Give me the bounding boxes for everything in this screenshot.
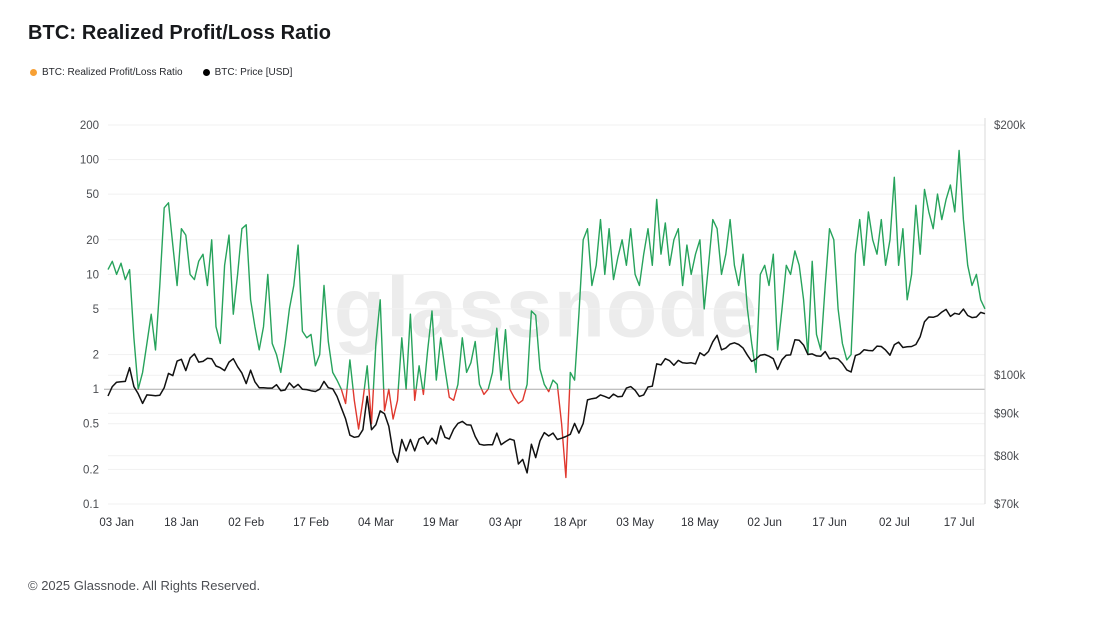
right-axis-tick-label: $90k [994,408,1019,420]
glassnode-watermark: glassnode [333,260,759,355]
left-axis-tick-label: 1 [93,384,99,396]
left-axis-tick-label: 0.1 [83,499,99,511]
x-axis-tick-label: 03 Apr [489,517,522,529]
left-axis-tick-label: 50 [86,189,99,201]
legend: BTC: Realized Profit/Loss Ratio BTC: Pri… [30,67,292,78]
left-axis-tick-label: 5 [93,304,99,316]
right-axis-tick-label: $100k [994,370,1026,382]
x-axis-tick-label: 03 May [616,517,654,529]
legend-item-ratio[interactable]: BTC: Realized Profit/Loss Ratio [30,67,183,78]
gridlines [108,124,985,505]
left-axis-tick-label: 10 [86,269,99,281]
page-title: BTC: Realized Profit/Loss Ratio [28,22,332,44]
ratio-line-profit [107,149,986,390]
x-axis-tick-label: 19 Mar [423,517,459,529]
price-legend-dot-icon [202,69,210,76]
left-axis-tick-label: 200 [80,120,99,132]
left-axis-tick-label: 0.2 [83,464,99,476]
x-axis-tick-label: 17 Jul [944,517,975,529]
left-axis-labels: 0.1 0.2 0.5 1 2 5 10 20 50 100 200 [80,120,99,511]
x-axis-tick-label: 03 Jan [99,517,134,529]
price-line [107,308,986,474]
right-axis-tick-label: $200k [994,120,1026,132]
left-axis-tick-label: 0.5 [83,419,99,431]
x-axis-tick-label: 04 Mar [358,517,394,529]
x-axis-tick-label: 02 Jul [879,517,910,529]
x-axis-tick-label: 18 Apr [554,517,587,529]
right-axis-tick-label: $70k [994,499,1019,511]
x-axis-tick-label: 18 Jan [164,517,199,529]
x-axis-tick-label: 17 Feb [293,517,329,529]
left-axis-tick-label: 100 [80,155,99,167]
legend-label-ratio: BTC: Realized Profit/Loss Ratio [42,67,183,78]
legend-item-price[interactable]: BTC: Price [USD] [202,67,293,78]
ratio-legend-dot-icon [30,69,37,76]
x-axis-tick-label: 17 Jun [812,517,847,529]
right-axis-tick-label: $80k [994,451,1019,463]
x-axis-labels: 03 Jan 18 Jan 02 Feb 17 Feb 04 Mar 19 Mar 03 A… [99,517,974,529]
copyright-footer: © 2025 Glassnode. All Rights Reserved. [28,578,261,593]
x-axis-tick-label: 02 Jun [747,517,782,529]
left-axis-tick-label: 2 [93,350,99,362]
x-axis-tick-label: 18 May [681,517,719,529]
x-axis-tick-label: 02 Feb [228,517,264,529]
right-axis-labels: $70k $80k $90k $100k $200k [994,120,1026,511]
legend-label-price: BTC: Price [USD] [214,67,293,78]
left-axis-tick-label: 20 [86,235,99,247]
